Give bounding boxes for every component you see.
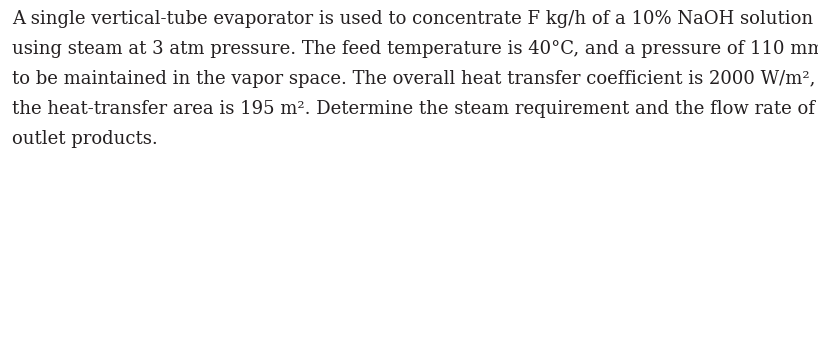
Text: using steam at 3 atm pressure. The feed temperature is 40°C, and a pressure of 1: using steam at 3 atm pressure. The feed …: [12, 40, 818, 58]
Text: to be maintained in the vapor space. The overall heat transfer coefficient is 20: to be maintained in the vapor space. The…: [12, 70, 818, 88]
Text: outlet products.: outlet products.: [12, 130, 158, 148]
Text: A single vertical-tube evaporator is used to concentrate F kg/h of a 10% NaOH so: A single vertical-tube evaporator is use…: [12, 10, 818, 28]
Text: the heat-transfer area is 195 m². Determine the steam requirement and the flow r: the heat-transfer area is 195 m². Determ…: [12, 100, 818, 118]
